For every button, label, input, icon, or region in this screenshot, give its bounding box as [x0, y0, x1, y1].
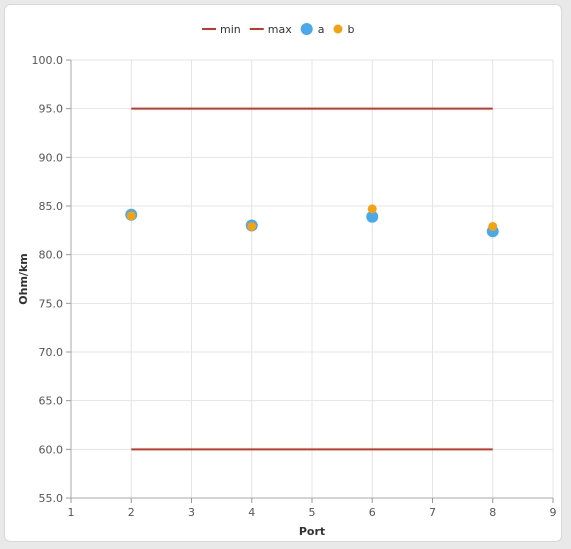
x-tick-label: 4	[248, 506, 255, 519]
legend-label-min: min	[220, 23, 241, 36]
legend-swatch-a	[300, 23, 313, 35]
y-axis-title: Ohm/km	[17, 253, 30, 304]
legend-item-max[interactable]: max	[249, 23, 292, 36]
y-tick-label: 55.0	[39, 492, 64, 505]
chart-card	[4, 4, 562, 542]
x-tick-label: 9	[550, 506, 557, 519]
x-axis-title: Port	[299, 525, 325, 538]
legend-label-max: max	[268, 23, 292, 36]
legend-label-b: b	[347, 23, 354, 36]
y-tick-label: 65.0	[39, 395, 64, 408]
point-a	[366, 210, 379, 223]
x-tick-label: 8	[489, 506, 496, 519]
y-tick-label: 75.0	[39, 297, 64, 310]
y-tick-label: 70.0	[39, 346, 64, 359]
series-layer	[125, 107, 499, 451]
point-b	[488, 221, 498, 231]
y-tick-label: 85.0	[39, 200, 64, 213]
grid	[70, 59, 554, 499]
x-tick-label: 2	[128, 506, 135, 519]
x-tick-label: 6	[369, 506, 376, 519]
x-tick-label: 3	[188, 506, 195, 519]
point-b	[367, 204, 377, 214]
x-tick-label: 5	[309, 506, 316, 519]
y-tick-label: 95.0	[39, 103, 64, 116]
y-tick-label: 80.0	[39, 249, 64, 262]
legend[interactable]: min max a b	[202, 23, 354, 36]
legend-item-b[interactable]: b	[333, 23, 354, 36]
point-b	[247, 221, 257, 231]
point-b	[126, 211, 136, 221]
y-tick-label: 90.0	[39, 151, 64, 164]
x-tick-label: 7	[429, 506, 436, 519]
legend-swatch-b	[333, 24, 343, 34]
legend-label-a: a	[318, 23, 325, 36]
y-tick-label: 100.0	[32, 54, 64, 67]
x-tick-label: 1	[68, 506, 75, 519]
axes: 1 2 3 4 5 6 7 8 9 55.0 60.0 65.0 70.0 75.0 80.0 85.0 90.…	[32, 54, 557, 519]
y-tick-label: 60.0	[39, 443, 64, 456]
legend-item-min[interactable]: min	[202, 23, 241, 36]
legend-item-a[interactable]: a	[300, 23, 325, 36]
